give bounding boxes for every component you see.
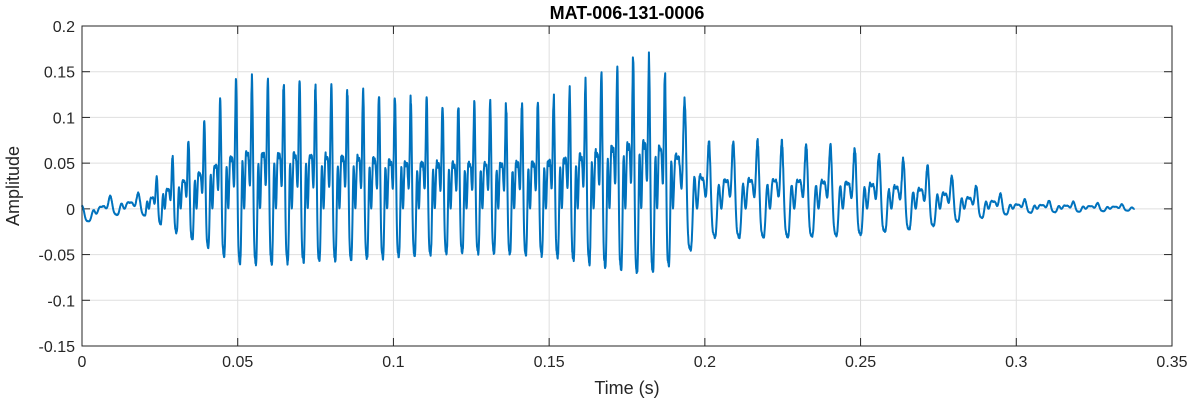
- x-tick-label: 0.35: [1156, 354, 1187, 371]
- tick-labels: 0 0.05 0.1 0.15 0.2 0.25 0.3 0.35 -0.15 -0.1 -0.05…: [39, 19, 1188, 371]
- x-axis-label: Time (s): [594, 378, 659, 398]
- y-tick-label: -0.1: [47, 293, 75, 310]
- y-tick-label: 0.15: [44, 65, 75, 82]
- axes-box: [81, 25, 1173, 347]
- y-tick-label: 0: [66, 202, 75, 219]
- x-tick-label: 0: [78, 354, 87, 371]
- series-line-0: [81, 51, 1136, 275]
- y-axis-label: Amplitude: [3, 146, 23, 226]
- y-tick-label: 0.1: [53, 110, 75, 127]
- y-tick-label: 0.05: [44, 156, 75, 173]
- x-tick-label: 0.2: [694, 354, 716, 371]
- y-tick-label: -0.05: [39, 248, 76, 265]
- y-tick-label: 0.2: [53, 19, 75, 36]
- x-tick-label: 0.05: [222, 354, 253, 371]
- x-tick-label: 0.1: [382, 354, 404, 371]
- series-layer: [81, 51, 1136, 275]
- x-tick-label: 0.25: [845, 354, 876, 371]
- x-tick-label: 0.15: [534, 354, 565, 371]
- x-tick-label: 0.3: [1005, 354, 1027, 371]
- y-tick-label: -0.15: [39, 339, 76, 356]
- chart-title: MAT-006-131-0006: [550, 3, 705, 23]
